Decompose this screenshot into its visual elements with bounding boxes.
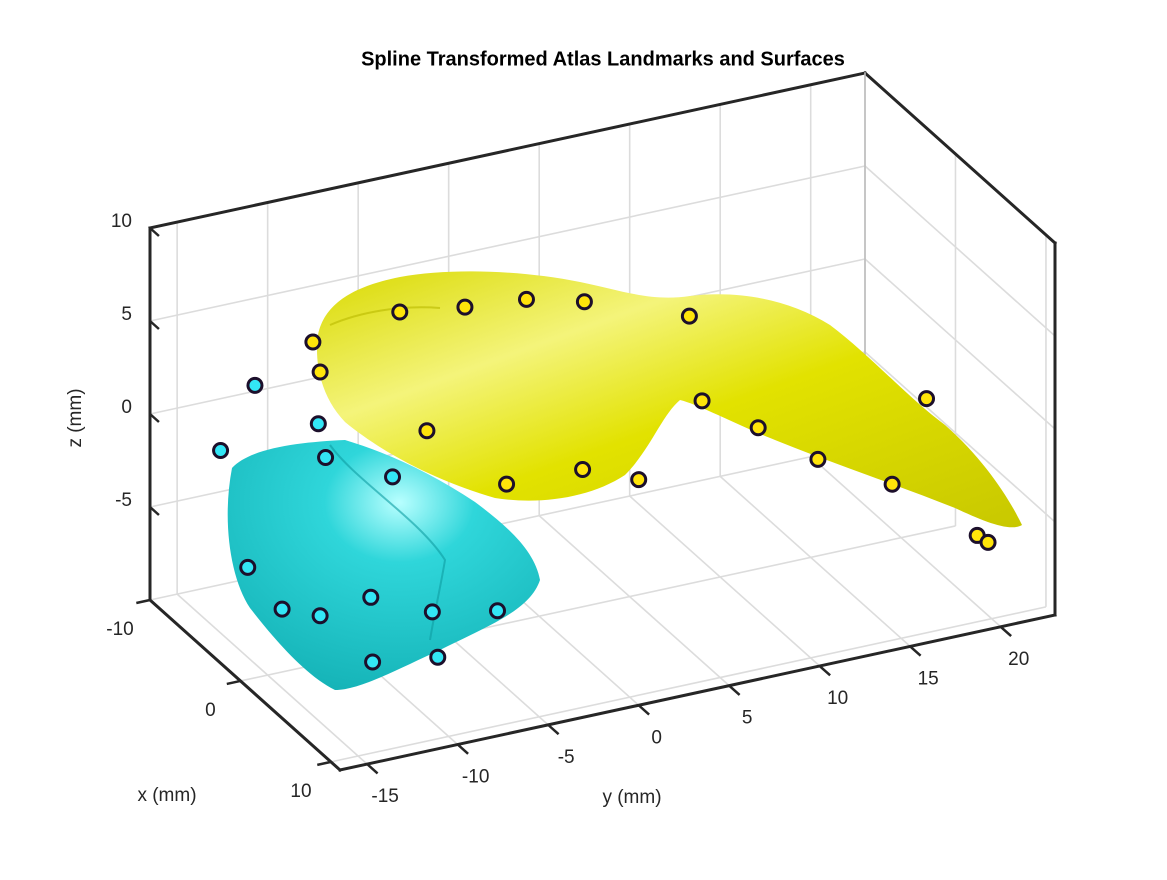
axis-line [147, 597, 343, 773]
yellow-surface [317, 271, 1022, 528]
grid-line [810, 456, 1002, 628]
landmark [391, 303, 409, 321]
chart-title: Spline Transformed Atlas Landmarks and S… [361, 48, 845, 70]
grid-line [864, 165, 1056, 337]
x-tick [136, 598, 151, 605]
cyan-surface [227, 440, 540, 690]
grid-line [149, 165, 866, 322]
y-tick [637, 704, 650, 716]
grid-line [176, 593, 368, 765]
landmark [309, 415, 327, 433]
y-tick [547, 723, 560, 736]
grid-line [864, 258, 1056, 430]
landmark [883, 475, 901, 493]
x-axis-label: x (mm) [137, 785, 196, 806]
landmark [680, 307, 698, 325]
landmark [246, 376, 264, 394]
landmark [212, 441, 230, 459]
grid-line [719, 475, 911, 647]
grid-line [330, 606, 1047, 763]
y-tick-label: 10 [827, 688, 848, 709]
y-axis-label: y (mm) [602, 787, 661, 808]
grid-line [864, 351, 1056, 523]
y-tick [366, 763, 379, 775]
landmark [918, 390, 936, 408]
landmark [317, 448, 335, 466]
y-tick [909, 645, 922, 657]
landmark [498, 475, 516, 493]
x-tick-label: 10 [290, 781, 311, 802]
landmark [418, 422, 436, 440]
landmark [429, 648, 447, 666]
landmark [630, 471, 648, 489]
y-tick-label: -15 [371, 786, 398, 807]
z-tick [149, 506, 160, 516]
landmark [239, 558, 257, 576]
y-tick-label: 20 [1008, 649, 1029, 670]
z-tick [149, 413, 160, 423]
landmark [749, 419, 767, 437]
z-tick-label: 10 [111, 211, 132, 232]
x-tick-label: 0 [205, 700, 216, 721]
y-tick-label: 15 [918, 668, 939, 689]
x-tick-label: -10 [106, 619, 133, 640]
landmark [489, 602, 507, 620]
landmark [456, 298, 474, 316]
y-tick-label: 0 [651, 727, 662, 748]
landmark [364, 653, 382, 671]
landmark [809, 450, 827, 468]
y-tick [728, 684, 741, 696]
x-tick [226, 679, 241, 686]
z-axis-label: z (mm) [65, 388, 86, 447]
y-tick [456, 743, 469, 755]
landmark [517, 290, 535, 308]
landmark [423, 603, 441, 621]
x-tick [317, 760, 332, 767]
landmark [362, 588, 380, 606]
grid-line [538, 515, 730, 687]
y-tick [999, 625, 1012, 638]
yellow-surface-fold [329, 306, 441, 326]
z-tick-label: -5 [115, 490, 132, 511]
marker-layer [212, 290, 997, 671]
landmark [311, 363, 329, 381]
box-edge [862, 70, 1058, 246]
z-tick-label: 0 [121, 397, 132, 418]
box-front: -10 0 10 -15 -10 -5 0 5 10 15 20 -5 0 5 10 [106, 211, 1057, 807]
landmark [693, 392, 711, 410]
z-tick [149, 320, 160, 330]
z-tick [149, 227, 160, 237]
landmark [574, 460, 592, 478]
y-tick-label: -5 [558, 747, 575, 768]
z-tick-label: 5 [121, 304, 132, 325]
y-tick-label: 5 [742, 708, 753, 729]
landmark [384, 468, 402, 486]
grid-line [629, 495, 821, 667]
box-back [148, 70, 1058, 617]
landmark [304, 333, 322, 351]
landmark [311, 607, 329, 625]
y-tick [818, 665, 831, 677]
landmark [273, 600, 291, 618]
box-edge [148, 71, 867, 230]
y-tick-label: -10 [462, 767, 489, 788]
landmark [575, 293, 593, 311]
landmark [979, 533, 997, 551]
